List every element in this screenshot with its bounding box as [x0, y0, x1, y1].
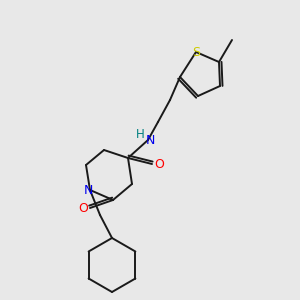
Text: S: S — [192, 46, 200, 59]
Text: N: N — [145, 134, 155, 146]
Text: H: H — [136, 128, 144, 142]
Text: O: O — [154, 158, 164, 170]
Text: N: N — [83, 184, 93, 197]
Text: O: O — [78, 202, 88, 214]
